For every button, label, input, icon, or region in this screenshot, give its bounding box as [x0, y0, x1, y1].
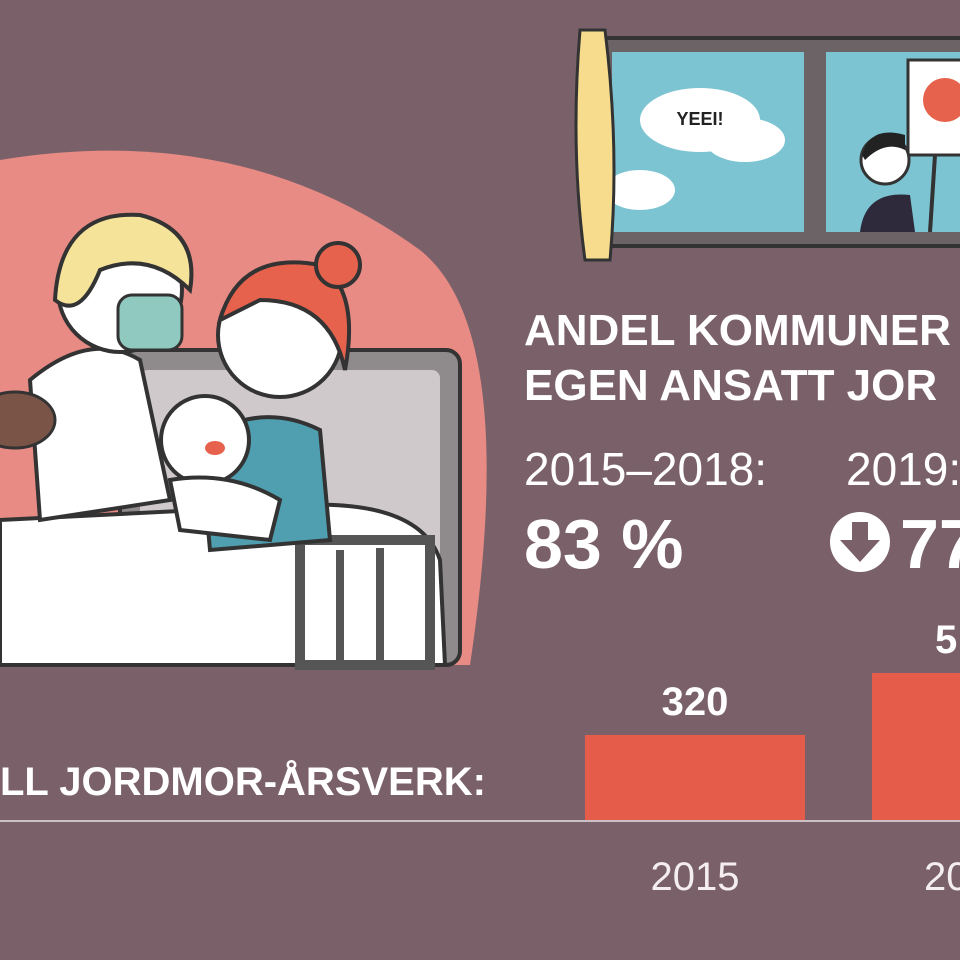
chart-label: LL JORDMOR-ÅRSVERK: [0, 759, 486, 804]
stat-period: 2019: [846, 443, 960, 495]
down-arrow-icon [830, 512, 890, 572]
speech-text: YEEI! [676, 109, 723, 129]
stat-value: 83 % [524, 505, 684, 583]
x-tick-label: 20 [924, 855, 960, 899]
headline-line: EGEN ANSATT JOR [524, 361, 937, 410]
stat-value: 77 [900, 505, 960, 583]
window-illustration: YEEI! [574, 28, 960, 262]
value-label: 5 [935, 618, 957, 662]
birth-illustration [0, 150, 487, 670]
bar [585, 734, 805, 820]
x-tick-label: 2015 [651, 855, 740, 899]
headline-line: ANDEL KOMMUNER [524, 306, 951, 355]
stat-period: 2015–2018: [524, 443, 767, 495]
bar [872, 673, 960, 820]
value-label: 320 [662, 680, 729, 724]
